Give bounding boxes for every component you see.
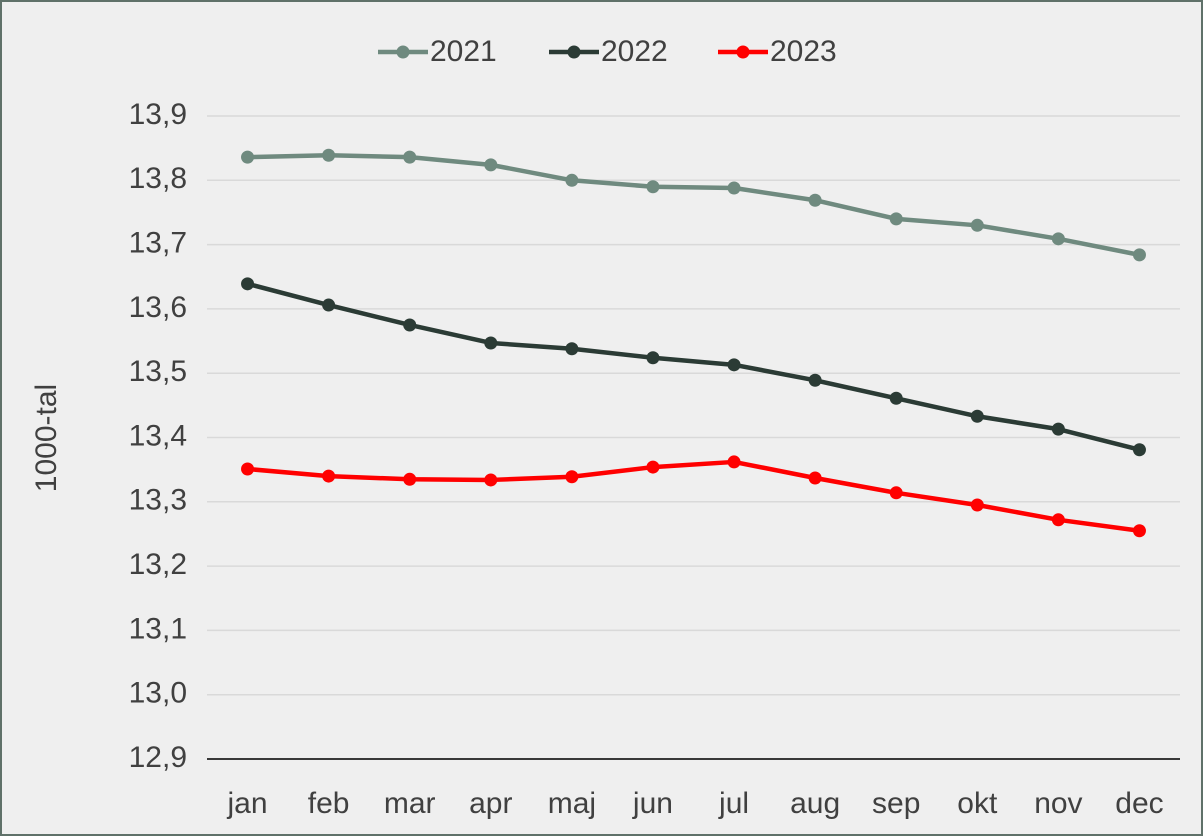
data-point bbox=[808, 471, 822, 485]
data-point bbox=[808, 373, 822, 387]
data-point bbox=[1132, 443, 1146, 457]
data-point bbox=[241, 462, 255, 476]
y-tick-label: 12,9 bbox=[129, 741, 187, 774]
data-point bbox=[565, 173, 579, 187]
x-tick-label: jan bbox=[227, 787, 268, 820]
data-point bbox=[1132, 248, 1146, 262]
data-point bbox=[322, 148, 336, 162]
data-point bbox=[484, 473, 498, 487]
data-point bbox=[727, 181, 741, 195]
data-point bbox=[889, 486, 903, 500]
data-point bbox=[1051, 422, 1065, 436]
series-line bbox=[246, 281, 1141, 452]
x-tick-label: apr bbox=[469, 787, 512, 820]
data-point bbox=[808, 193, 822, 207]
legend-label: 2021 bbox=[430, 35, 497, 68]
data-point bbox=[241, 277, 255, 291]
x-tick-label: dec bbox=[1115, 787, 1163, 820]
y-tick-label: 13,3 bbox=[129, 484, 187, 517]
data-point bbox=[322, 298, 336, 312]
y-tick-label: 13,4 bbox=[129, 419, 187, 452]
data-point bbox=[484, 336, 498, 350]
data-point bbox=[970, 498, 984, 512]
y-tick-label: 13,2 bbox=[129, 548, 187, 581]
legend-marker bbox=[567, 45, 581, 59]
data-point bbox=[403, 472, 417, 486]
series-line bbox=[247, 152, 1140, 258]
data-point bbox=[727, 455, 741, 469]
x-tick-label: maj bbox=[548, 787, 596, 820]
data-point bbox=[241, 150, 255, 164]
x-tick-label: okt bbox=[957, 787, 998, 820]
y-tick-label: 13,6 bbox=[129, 291, 187, 324]
data-point bbox=[889, 391, 903, 405]
y-axis-label: 1000-tal bbox=[30, 384, 63, 492]
x-tick-label: nov bbox=[1034, 787, 1082, 820]
data-point bbox=[646, 460, 660, 474]
x-tick-label: sep bbox=[872, 787, 920, 820]
legend-label: 2023 bbox=[770, 35, 837, 68]
data-point bbox=[565, 470, 579, 484]
data-point bbox=[970, 218, 984, 232]
data-point bbox=[646, 351, 660, 365]
data-point bbox=[565, 342, 579, 356]
legend-label: 2022 bbox=[601, 35, 668, 68]
y-tick-label: 13,5 bbox=[129, 355, 187, 388]
y-tick-label: 13,1 bbox=[129, 612, 187, 645]
x-tick-label: jul bbox=[718, 787, 749, 820]
series-line bbox=[247, 459, 1140, 533]
data-point bbox=[1132, 524, 1146, 538]
x-tick-label: jun bbox=[632, 787, 673, 820]
data-point bbox=[403, 150, 417, 164]
data-point bbox=[970, 409, 984, 423]
data-point bbox=[484, 158, 498, 172]
y-tick-label: 13,7 bbox=[129, 227, 187, 260]
y-tick-label: 13,8 bbox=[129, 162, 187, 195]
x-tick-label: feb bbox=[308, 787, 350, 820]
data-point bbox=[403, 318, 417, 332]
y-tick-label: 13,9 bbox=[129, 98, 187, 131]
data-point bbox=[322, 469, 336, 483]
x-tick-label: aug bbox=[790, 787, 840, 820]
legend-marker bbox=[736, 45, 750, 59]
data-point bbox=[1051, 232, 1065, 246]
legend-marker bbox=[396, 45, 410, 59]
data-point bbox=[1051, 513, 1065, 527]
data-point bbox=[727, 358, 741, 372]
data-point bbox=[646, 180, 660, 194]
y-tick-label: 13,0 bbox=[129, 677, 187, 710]
data-point bbox=[889, 212, 903, 226]
x-tick-label: mar bbox=[384, 787, 436, 820]
